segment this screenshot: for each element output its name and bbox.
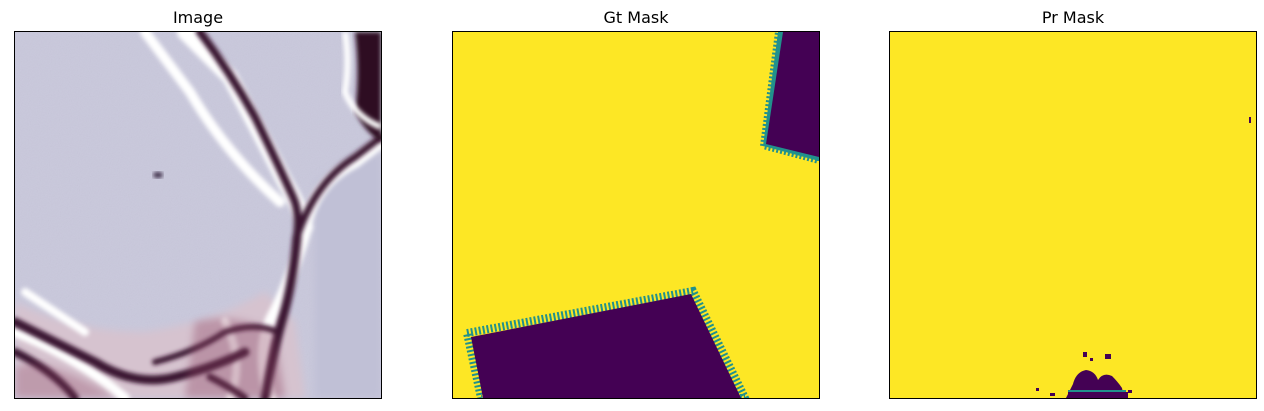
panel-gt-mask: Gt Mask <box>452 0 820 411</box>
gt-mask-frame <box>452 31 820 399</box>
microscopy-image <box>15 32 381 398</box>
image-frame <box>14 31 382 399</box>
pr-mask-image <box>890 32 1256 398</box>
panel-title-gt-mask: Gt Mask <box>452 8 820 27</box>
panel-title-image: Image <box>14 8 382 27</box>
panel-pr-mask: Pr Mask <box>889 0 1257 411</box>
panel-title-pr-mask: Pr Mask <box>889 8 1257 27</box>
pr-mask-frame <box>889 31 1257 399</box>
panel-image: Image <box>14 0 382 411</box>
gt-mask-image <box>453 32 819 398</box>
